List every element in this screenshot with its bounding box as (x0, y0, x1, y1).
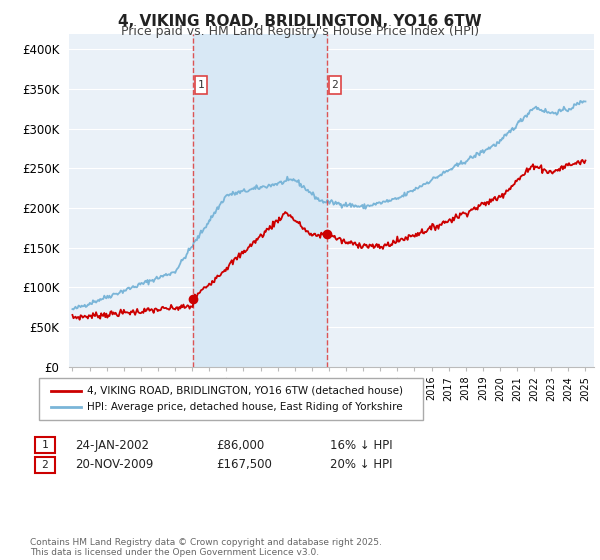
Text: 2: 2 (41, 460, 49, 470)
Text: 2: 2 (332, 80, 338, 90)
Text: 24-JAN-2002: 24-JAN-2002 (75, 438, 149, 452)
Text: 20% ↓ HPI: 20% ↓ HPI (330, 458, 392, 472)
Text: 4, VIKING ROAD, BRIDLINGTON, YO16 6TW: 4, VIKING ROAD, BRIDLINGTON, YO16 6TW (118, 14, 482, 29)
Text: HPI: Average price, detached house, East Riding of Yorkshire: HPI: Average price, detached house, East… (87, 402, 403, 412)
Text: £167,500: £167,500 (216, 458, 272, 472)
Bar (193, 34, 327, 367)
Text: £86,000: £86,000 (216, 438, 264, 452)
Text: Contains HM Land Registry data © Crown copyright and database right 2025.
This d: Contains HM Land Registry data © Crown c… (30, 538, 382, 557)
FancyBboxPatch shape (195, 77, 207, 94)
Text: 4, VIKING ROAD, BRIDLINGTON, YO16 6TW (detached house): 4, VIKING ROAD, BRIDLINGTON, YO16 6TW (d… (87, 386, 403, 396)
Text: 16% ↓ HPI: 16% ↓ HPI (330, 438, 392, 452)
Text: 1: 1 (41, 440, 49, 450)
FancyBboxPatch shape (329, 77, 341, 94)
Text: 1: 1 (197, 80, 205, 90)
Text: 20-NOV-2009: 20-NOV-2009 (75, 458, 154, 472)
Text: Price paid vs. HM Land Registry's House Price Index (HPI): Price paid vs. HM Land Registry's House … (121, 25, 479, 38)
